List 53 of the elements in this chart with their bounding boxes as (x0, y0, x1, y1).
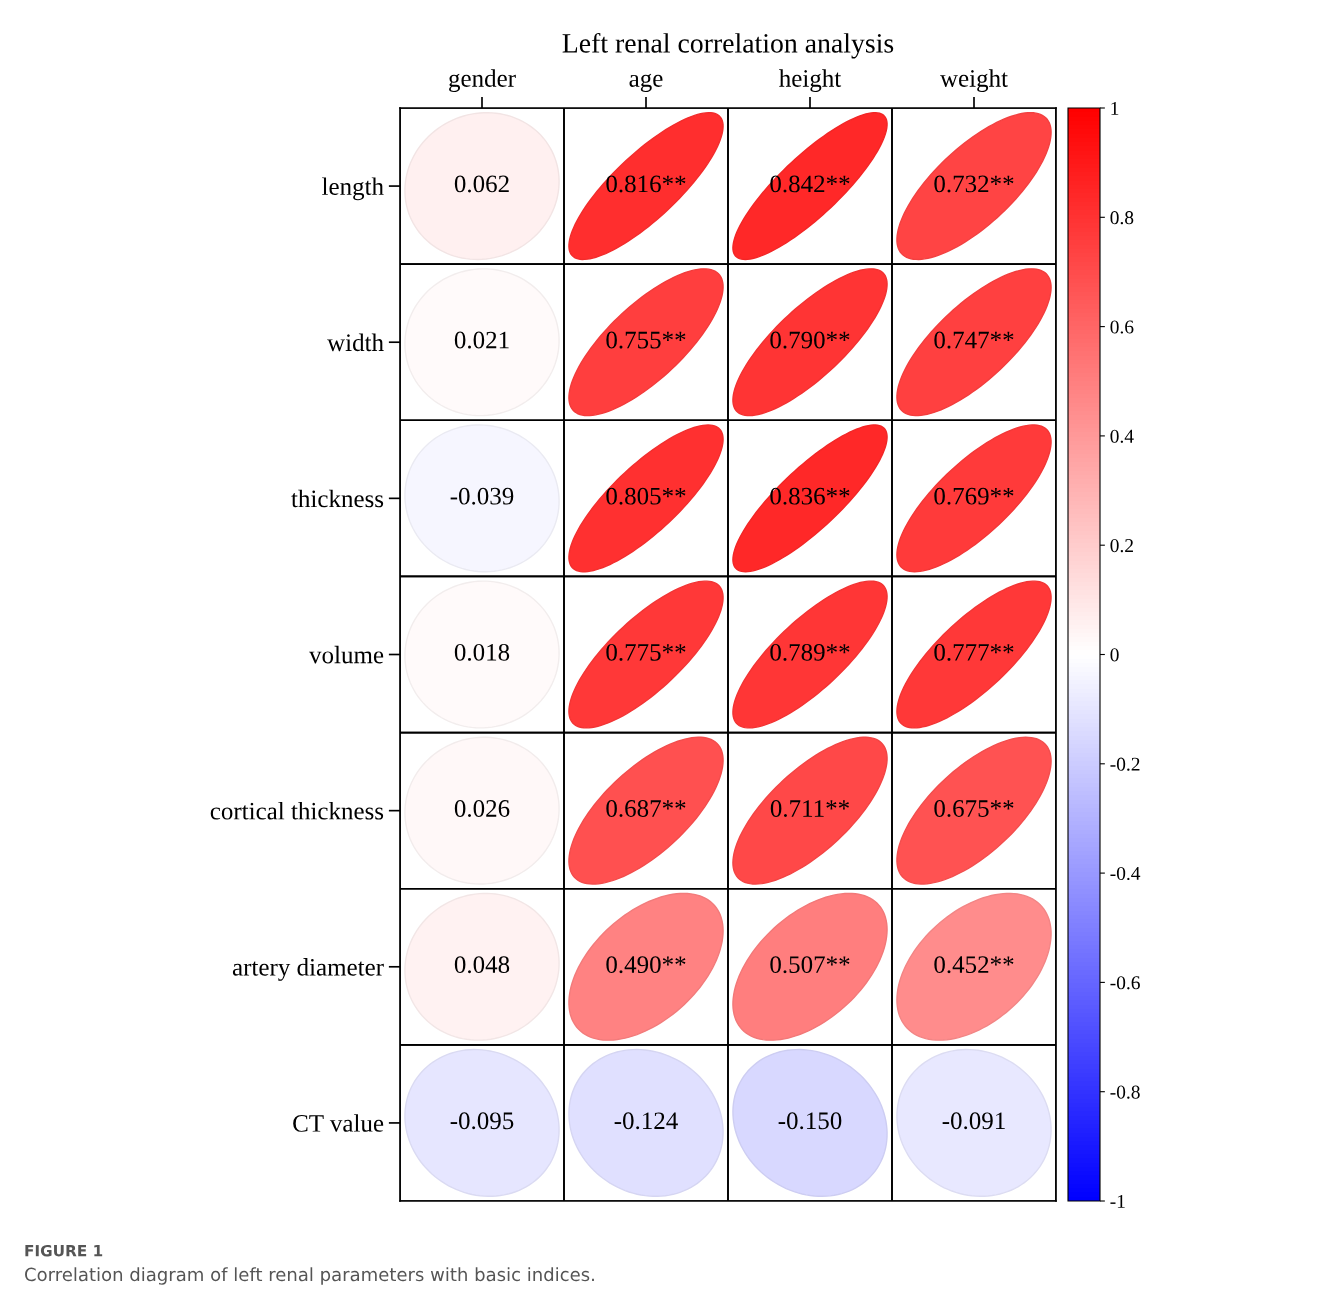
data-label: 0.777** (934, 643, 1014, 661)
data-label: 0.816** (606, 175, 686, 193)
data-label: -0.091 (942, 1112, 1005, 1130)
color-bar-label: 1 (1111, 101, 1119, 115)
color-bar-label: 0.8 (1110, 211, 1134, 225)
data-label: 0.755** (606, 331, 686, 349)
data-label: 0.789** (770, 643, 850, 661)
data-label: 0.675** (934, 800, 1014, 818)
x-tick-label: gender (449, 69, 516, 93)
y-tick-label: CT value (293, 1114, 384, 1132)
x-tick-label: height (779, 69, 842, 93)
data-label: 0.732** (934, 175, 1014, 193)
data-label: 0.836** (770, 487, 850, 505)
data-label: 0.747** (934, 331, 1014, 349)
color-bar-label: 0.4 (1110, 429, 1134, 443)
color-bar-label: 0.6 (1110, 320, 1134, 334)
color-bar-label: -0.2 (1110, 757, 1140, 771)
y-tick-label: length (322, 177, 384, 201)
data-label: 0.790** (770, 331, 850, 349)
chart-title: Left renal correlation analysis (562, 32, 894, 59)
y-tick-label: volume (309, 645, 384, 664)
y-tick-label: cortical thickness (210, 801, 384, 820)
y-tick-label: width (327, 333, 384, 352)
color-bar-label: -0.6 (1110, 976, 1140, 990)
color-bar-label: 0 (1110, 648, 1119, 662)
y-tick-label: thickness (291, 489, 384, 508)
color-bar-label: -0.4 (1110, 866, 1141, 881)
data-label: 0.452** (934, 956, 1014, 974)
caption: FIGURE 1 (25, 1244, 103, 1257)
data-label: 0.026 (454, 800, 510, 818)
data-label: 0.018 (454, 643, 510, 661)
data-label: 0.711** (770, 800, 849, 818)
color-bar-label: -1 (1110, 1194, 1125, 1208)
data-label: 0.769** (934, 487, 1014, 505)
data-label: 0.507** (770, 956, 850, 974)
data-label: -0.039 (450, 487, 514, 505)
data-label: 0.805** (606, 487, 686, 505)
data-label: 0.775** (606, 643, 686, 661)
y-tick-label: artery diameter (232, 958, 384, 981)
x-tick-label: age (629, 73, 663, 93)
data-label: 0.490** (606, 956, 686, 974)
text: Correlation diagram of left renal parameters with basic indices. (25, 1267, 594, 1285)
color-bar-label: -0.8 (1110, 1085, 1140, 1099)
data-label: -0.150 (778, 1112, 842, 1130)
data-label: 0.048 (454, 956, 510, 974)
data-label: -0.124 (614, 1112, 678, 1130)
x-tick-label: weight (940, 69, 1008, 93)
data-label: 0.687** (606, 800, 686, 818)
data-label: 0.842** (770, 175, 850, 193)
data-label: 0.062 (454, 175, 509, 193)
data-label: 0.021 (454, 331, 509, 349)
data-label: -0.095 (450, 1112, 514, 1130)
color-bar-label: 0.2 (1110, 539, 1133, 553)
